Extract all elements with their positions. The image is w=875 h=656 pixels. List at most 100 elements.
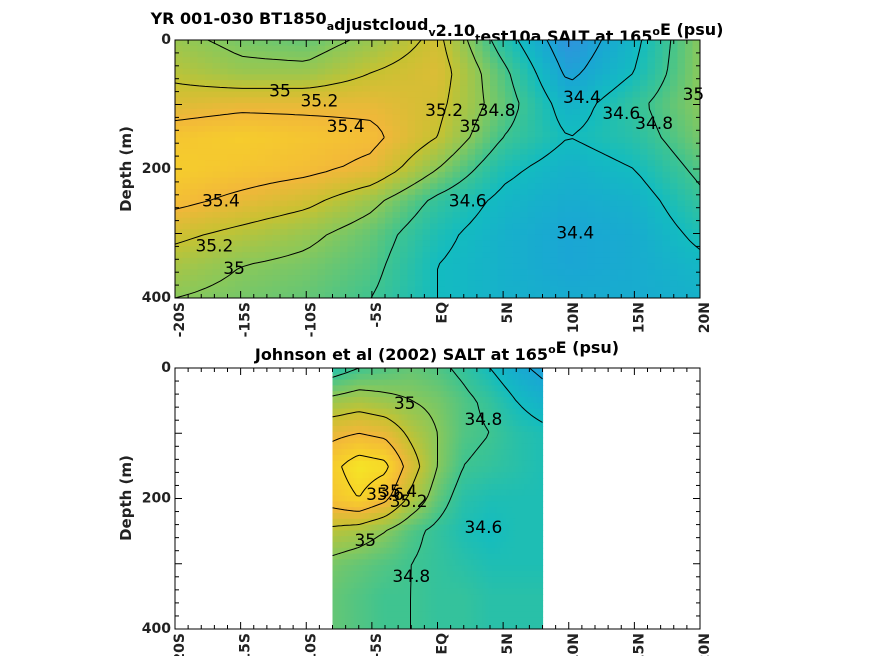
heatmap-cell xyxy=(677,108,686,116)
heatmap-cell xyxy=(385,234,394,242)
heatmap-cell xyxy=(332,455,337,462)
heatmap-cell xyxy=(520,263,529,270)
heatmap-cell xyxy=(415,269,424,276)
heatmap-cell xyxy=(404,391,409,398)
heatmap-cell xyxy=(503,501,508,508)
heatmap-cell xyxy=(212,131,221,139)
heatmap-cell xyxy=(587,166,596,173)
heatmap-cell xyxy=(587,68,596,75)
heatmap-cell xyxy=(550,200,559,207)
heatmap-cell xyxy=(662,246,671,253)
heatmap-cell xyxy=(500,460,505,468)
heatmap-cell xyxy=(533,397,538,404)
heatmap-cell xyxy=(370,85,379,93)
heatmap-cell xyxy=(175,68,184,75)
heatmap-cell xyxy=(344,489,349,497)
heatmap-cell xyxy=(572,229,581,236)
heatmap-cell xyxy=(610,126,619,133)
heatmap-cell xyxy=(355,206,364,213)
heatmap-cell xyxy=(407,143,416,150)
heatmap-cell xyxy=(497,40,506,47)
heatmap-cell xyxy=(490,200,499,207)
heatmap-cell xyxy=(392,437,397,444)
heatmap-cell xyxy=(617,229,626,236)
heatmap-cell xyxy=(461,379,466,386)
heatmap-cell xyxy=(572,126,581,133)
heatmap-cell xyxy=(175,183,184,190)
heatmap-cell xyxy=(430,68,439,75)
heatmap-cell xyxy=(677,114,686,121)
heatmap-cell xyxy=(473,449,478,456)
heatmap-cell xyxy=(410,431,415,439)
heatmap-cell xyxy=(455,402,460,410)
heatmap-cell xyxy=(647,114,656,121)
heatmap-cell xyxy=(370,166,379,173)
heatmap-cell xyxy=(362,263,371,270)
heatmap-cell xyxy=(272,269,281,276)
heatmap-cell xyxy=(460,74,469,81)
heatmap-cell xyxy=(325,269,334,276)
heatmap-cell xyxy=(340,212,349,219)
heatmap-cell xyxy=(482,57,491,64)
heatmap-cell xyxy=(572,62,581,70)
heatmap-cell xyxy=(524,437,529,444)
heatmap-cell xyxy=(490,269,499,276)
heatmap-cell xyxy=(440,397,445,404)
heatmap-cell xyxy=(370,143,379,150)
heatmap-cell xyxy=(505,275,514,282)
heatmap-cell xyxy=(443,385,448,392)
heatmap-cell xyxy=(580,177,589,184)
heatmap-cell xyxy=(197,183,206,190)
heatmap-cell xyxy=(368,455,373,462)
heatmap-cell xyxy=(580,57,589,64)
heatmap-cell xyxy=(458,379,463,386)
heatmap-cell xyxy=(310,223,319,230)
heatmap-cell xyxy=(625,40,634,47)
heatmap-cell xyxy=(302,51,311,58)
heatmap-cell xyxy=(347,51,356,58)
heatmap-cell xyxy=(362,229,371,236)
heatmap-cell xyxy=(280,114,289,121)
heatmap-cell xyxy=(640,263,649,270)
heatmap-cell xyxy=(488,431,493,439)
heatmap-cell xyxy=(287,217,296,225)
heatmap-cell xyxy=(550,103,559,110)
heatmap-cell xyxy=(479,449,484,456)
heatmap-cell xyxy=(212,45,221,53)
heatmap-cell xyxy=(392,478,397,485)
heatmap-cell xyxy=(482,131,491,139)
heatmap-cell xyxy=(437,108,446,116)
heatmap-cell xyxy=(205,160,214,167)
heatmap-cell xyxy=(220,51,229,58)
heatmap-cell xyxy=(475,292,484,298)
heatmap-cell xyxy=(310,217,319,225)
heatmap-cell xyxy=(515,437,520,444)
heatmap-cell xyxy=(250,200,259,207)
heatmap-cell xyxy=(250,269,259,276)
heatmap-cell xyxy=(625,91,634,98)
heatmap-cell xyxy=(497,223,506,230)
heatmap-cell xyxy=(370,131,379,139)
heatmap-cell xyxy=(422,472,427,479)
heatmap-cell xyxy=(385,212,394,219)
heatmap-cell xyxy=(182,68,191,75)
heatmap-cell xyxy=(625,269,634,276)
heatmap-cell xyxy=(670,114,679,121)
heatmap-cell xyxy=(527,143,536,150)
heatmap-cell xyxy=(488,426,493,433)
heatmap-cell xyxy=(325,240,334,247)
heatmap-cell xyxy=(449,385,454,392)
heatmap-cell xyxy=(401,455,406,462)
heatmap-cell xyxy=(383,449,388,456)
heatmap-cell xyxy=(539,478,544,485)
heatmap-cell xyxy=(325,252,334,259)
heatmap-cell xyxy=(280,148,289,156)
heatmap-cell xyxy=(338,484,343,491)
heatmap-cell xyxy=(437,426,442,433)
heatmap-cell xyxy=(449,455,454,462)
heatmap-cell xyxy=(250,280,259,288)
heatmap-cell xyxy=(407,379,412,386)
heatmap-cell xyxy=(377,257,386,265)
heatmap-cell xyxy=(617,120,626,127)
heatmap-cell xyxy=(494,455,499,462)
